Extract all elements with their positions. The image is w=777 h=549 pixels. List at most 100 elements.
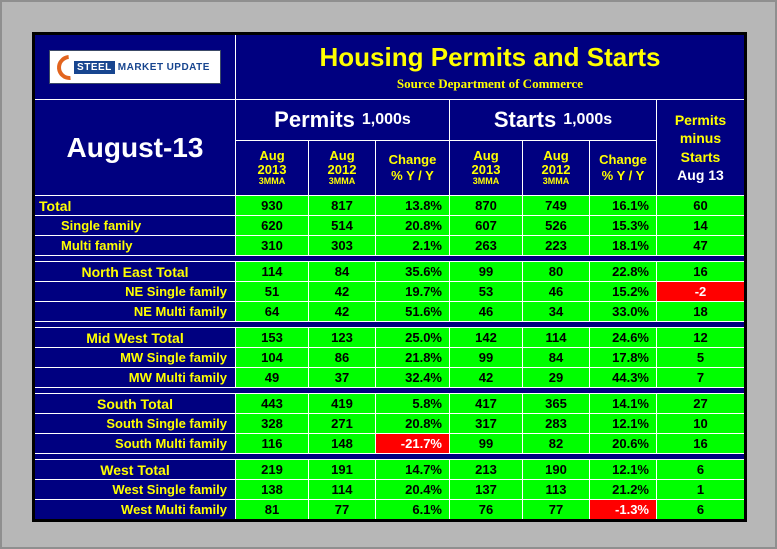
starts-aug2013: 263 (450, 236, 522, 255)
starts-aug2012: 84 (523, 348, 589, 367)
starts-aug2013: 213 (450, 460, 522, 479)
permits-change: 21.8% (376, 348, 449, 367)
steel-market-update-logo: STEEL MARKET UPDATE (49, 49, 221, 86)
permits-change: 35.6% (376, 262, 449, 281)
permits-minus-starts: 47 (657, 236, 744, 255)
logo-market: MARKET (117, 61, 164, 73)
permits-aug2012: 271 (309, 414, 375, 433)
permits-aug2012: 77 (309, 500, 375, 519)
permits-minus-starts: 16 (657, 262, 744, 281)
permits-aug2013: 116 (236, 434, 308, 453)
diff-header-line3: Starts (680, 148, 721, 165)
permits-minus-starts: -2 (657, 282, 744, 301)
row-label: West Multi family (35, 500, 235, 519)
starts-change: 18.1% (590, 236, 656, 255)
permits-aug2012: 42 (309, 302, 375, 321)
col-header-permits-aug2012: Aug 2012 3MMA (309, 141, 375, 195)
permits-change: 13.8% (376, 196, 449, 215)
permits-aug2013: 104 (236, 348, 308, 367)
group-separator (35, 256, 744, 261)
permits-aug2012: 419 (309, 394, 375, 413)
permits-aug2012: 86 (309, 348, 375, 367)
group-separator (35, 322, 744, 327)
starts-aug2013: 53 (450, 282, 522, 301)
row-label: Multi family (35, 236, 235, 255)
permits-aug2013: 81 (236, 500, 308, 519)
logo-cell: STEEL MARKET UPDATE (35, 35, 235, 99)
permits-aug2013: 443 (236, 394, 308, 413)
starts-change: 44.3% (590, 368, 656, 387)
permits-aug2012: 114 (309, 480, 375, 499)
starts-aug2012: 34 (523, 302, 589, 321)
starts-aug2012: 80 (523, 262, 589, 281)
starts-aug2012: 749 (523, 196, 589, 215)
starts-change: -1.3% (590, 500, 656, 519)
col-year-label: 2013 (257, 162, 287, 178)
starts-aug2013: 99 (450, 434, 522, 453)
col-yoy-label: % Y / Y (391, 168, 434, 183)
starts-aug2012: 114 (523, 328, 589, 347)
permits-aug2012: 303 (309, 236, 375, 255)
permits-aug2013: 310 (236, 236, 308, 255)
col-3mma-label: 3MMA (258, 176, 286, 187)
permits-minus-starts-header: Permits minus Starts Aug 13 (657, 100, 744, 195)
permits-aug2013: 328 (236, 414, 308, 433)
starts-aug2013: 76 (450, 500, 522, 519)
starts-group-unit: 1,000s (563, 111, 613, 128)
starts-aug2013: 417 (450, 394, 522, 413)
starts-aug2012: 223 (523, 236, 589, 255)
row-label: West Single family (35, 480, 235, 499)
permits-aug2013: 930 (236, 196, 308, 215)
row-label: MW Single family (35, 348, 235, 367)
row-label: MW Multi family (35, 368, 235, 387)
starts-change: 12.1% (590, 460, 656, 479)
row-label: South Total (35, 394, 235, 413)
starts-aug2013: 870 (450, 196, 522, 215)
permits-aug2012: 817 (309, 196, 375, 215)
permits-minus-starts: 27 (657, 394, 744, 413)
col-change-label: Change (599, 152, 647, 168)
col-yoy-label: % Y / Y (601, 168, 645, 183)
permits-minus-starts: 6 (657, 500, 744, 519)
starts-group-title: Starts (493, 107, 557, 132)
col-header-starts-change: Change % Y / Y (590, 141, 656, 195)
col-header-permits-change: Change % Y / Y (376, 141, 449, 195)
row-label: South Single family (35, 414, 235, 433)
starts-aug2012: 365 (523, 394, 589, 413)
col-3mma-label: 3MMA (472, 176, 500, 187)
permits-aug2013: 219 (236, 460, 308, 479)
permits-change: -21.7% (376, 434, 449, 453)
permits-change: 32.4% (376, 368, 449, 387)
permits-minus-starts: 10 (657, 414, 744, 433)
starts-aug2013: 99 (450, 262, 522, 281)
row-label: Mid West Total (35, 328, 235, 347)
col-3mma-label: 3MMA (542, 176, 570, 187)
col-3mma-label: 3MMA (328, 176, 356, 187)
permits-aug2012: 148 (309, 434, 375, 453)
row-label: North East Total (35, 262, 235, 281)
permits-aug2013: 138 (236, 480, 308, 499)
starts-aug2012: 77 (523, 500, 589, 519)
starts-aug2012: 82 (523, 434, 589, 453)
starts-aug2012: 283 (523, 414, 589, 433)
permits-aug2013: 114 (236, 262, 308, 281)
period-label: August-13 (35, 100, 235, 195)
permits-aug2012: 84 (309, 262, 375, 281)
starts-aug2012: 526 (523, 216, 589, 235)
permits-change: 5.8% (376, 394, 449, 413)
permits-change: 20.8% (376, 216, 449, 235)
logo-steel: STEEL (74, 60, 115, 74)
permits-change: 51.6% (376, 302, 449, 321)
starts-aug2013: 142 (450, 328, 522, 347)
starts-aug2013: 99 (450, 348, 522, 367)
col-aug-label: Aug (259, 147, 285, 163)
permits-change: 20.8% (376, 414, 449, 433)
col-year-label: 2013 (471, 162, 501, 178)
permits-aug2012: 123 (309, 328, 375, 347)
permits-aug2012: 42 (309, 282, 375, 301)
permits-group-title: Permits (274, 107, 355, 132)
logo-update: UPDATE (166, 61, 210, 73)
col-header-starts-aug2013: Aug 2013 3MMA (450, 141, 522, 195)
permits-minus-starts: 1 (657, 480, 744, 499)
